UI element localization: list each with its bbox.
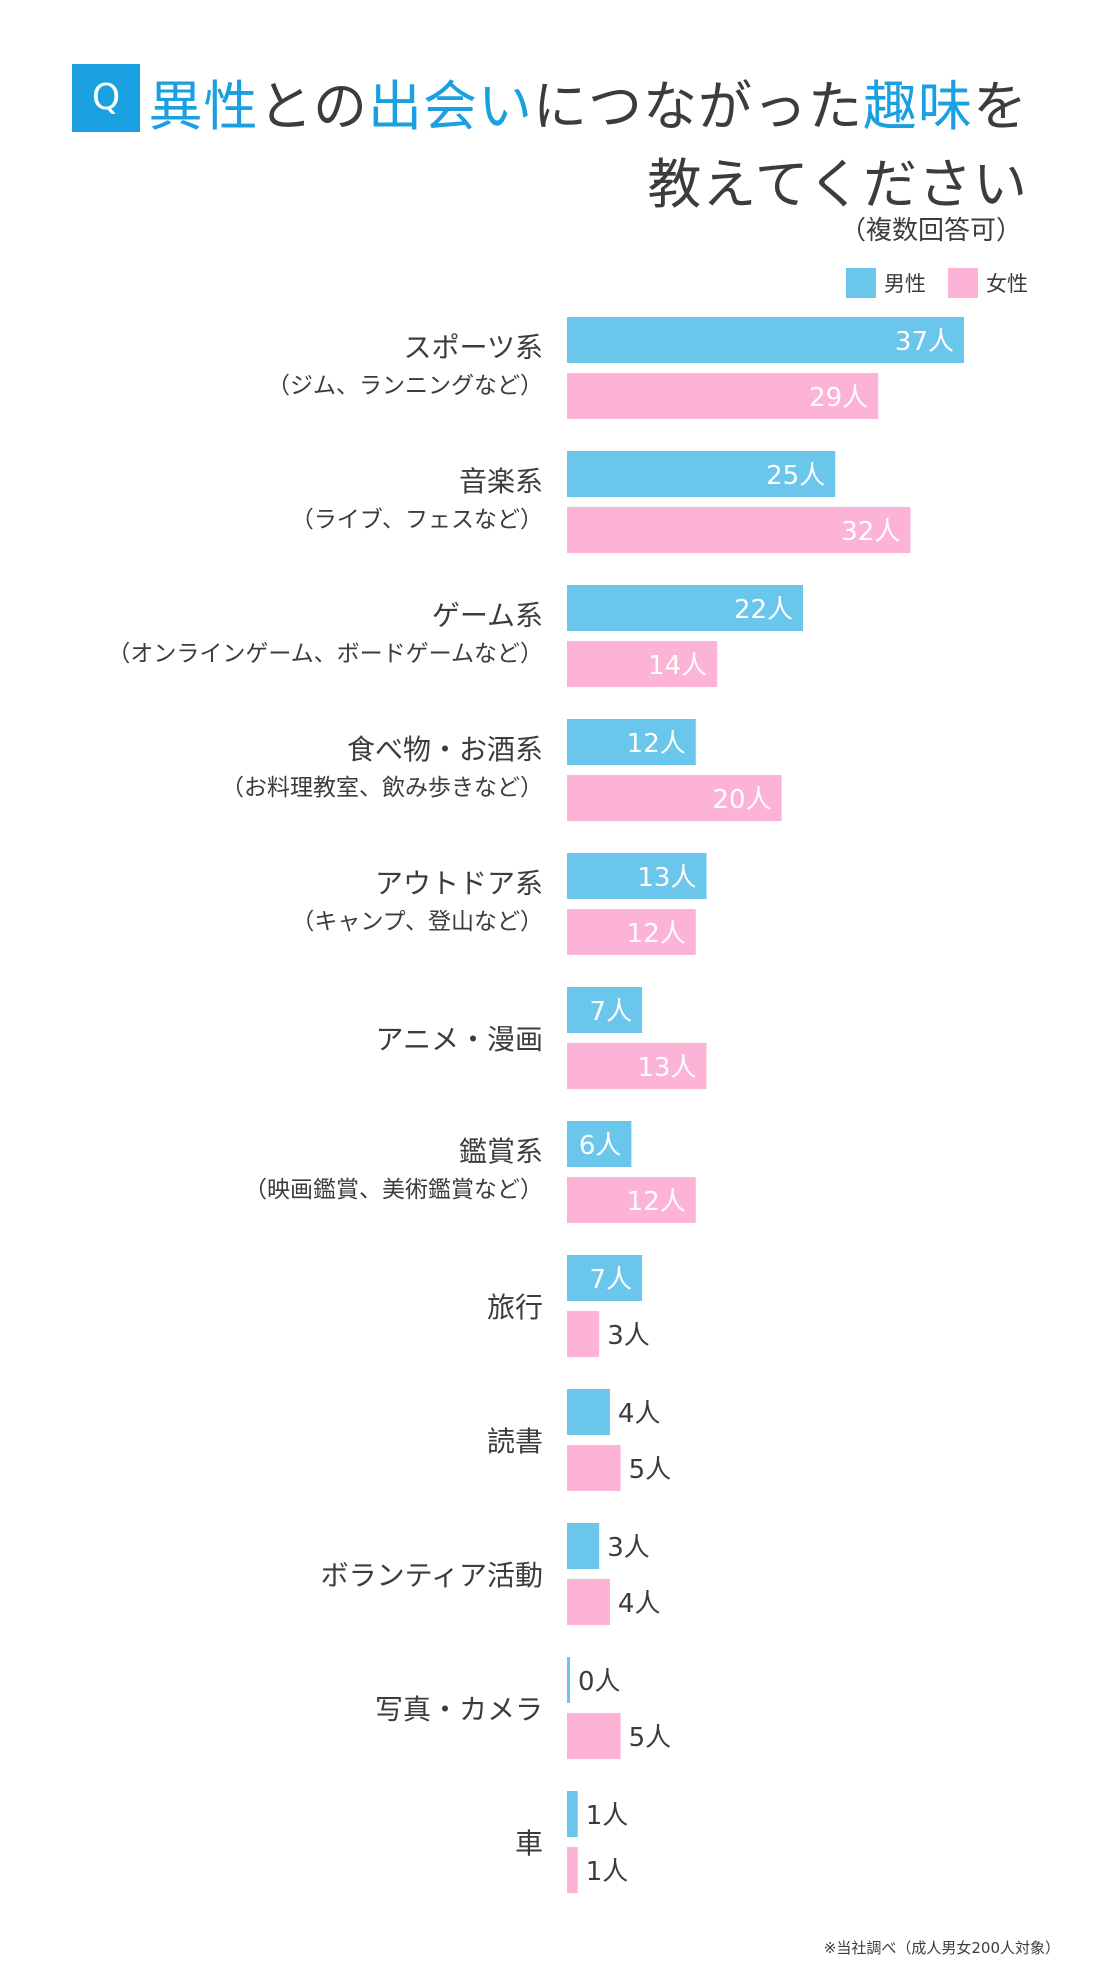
category-label: アウトドア系 <box>375 867 543 900</box>
category-sublabel: （ライブ、フェスなど） <box>291 507 543 533</box>
title-segment: 趣味 <box>863 75 973 138</box>
bar-female <box>567 373 879 419</box>
bar-male <box>567 719 696 765</box>
category-sublabel: （お料理教室、飲み歩きなど） <box>221 775 543 801</box>
bar-female <box>567 1445 621 1491</box>
category-label: 読書 <box>487 1425 543 1458</box>
data-label-male: 1人 <box>586 1801 629 1831</box>
bar-male <box>567 1791 578 1837</box>
data-label-female: 5人 <box>629 1723 672 1753</box>
category-sublabel: （ジム、ランニングなど） <box>267 373 543 399</box>
bar-female <box>567 1713 621 1759</box>
category-label: ゲーム系 <box>432 599 543 632</box>
bar-male <box>567 451 836 497</box>
category-sublabel: （キャンプ、登山など） <box>291 909 543 935</box>
question-badge: Q <box>72 64 140 132</box>
category-label: 食べ物・お酒系 <box>347 733 543 766</box>
category-sublabel: （映画鑑賞、美術鑑賞など） <box>244 1177 543 1203</box>
data-label-female: 20人 <box>713 785 772 815</box>
bar-female <box>567 641 718 687</box>
data-label-male: 25人 <box>766 461 825 491</box>
legend-item-female: 女性 <box>948 268 1028 298</box>
bar-female <box>567 1847 578 1893</box>
data-label-male: 12人 <box>627 729 686 759</box>
bar-male <box>567 585 804 631</box>
bar-male <box>567 317 964 363</box>
category-label: 旅行 <box>487 1291 543 1324</box>
bar-female <box>567 909 696 955</box>
bar-female <box>567 1579 610 1625</box>
title-segment: を <box>973 75 1028 138</box>
category-label: ボランティア活動 <box>321 1559 543 1592</box>
category-label: スポーツ系 <box>404 331 543 364</box>
bar-male <box>567 1121 632 1167</box>
data-label-male: 7人 <box>590 997 633 1027</box>
category-label: 音楽系 <box>459 465 543 498</box>
category-label: 写真・カメラ <box>375 1693 543 1726</box>
data-label-female: 32人 <box>841 517 900 547</box>
data-label-female: 1人 <box>586 1857 629 1887</box>
bar-female <box>567 507 911 553</box>
chart-legend: 男性 女性 <box>834 268 1028 298</box>
category-label: 車 <box>515 1827 543 1860</box>
data-label-female: 3人 <box>607 1321 650 1351</box>
chart-subtitle: （複数回答可） <box>839 216 1022 246</box>
bar-male <box>567 1657 570 1703</box>
legend-label-female: 女性 <box>986 272 1028 296</box>
bar-male <box>567 853 707 899</box>
data-label-female: 12人 <box>627 919 686 949</box>
bar-male <box>567 1255 643 1301</box>
legend-item-male: 男性 <box>846 268 926 298</box>
bar-male <box>567 987 643 1033</box>
legend-swatch-female <box>948 268 978 298</box>
title-segment: 異性 <box>148 75 259 138</box>
legend-label-male: 男性 <box>884 272 926 296</box>
title-segment: につながった <box>533 75 863 138</box>
footnote: ※当社調べ（成人男女200人対象） <box>823 1939 1060 1957</box>
data-label-female: 12人 <box>627 1187 686 1217</box>
data-label-female: 4人 <box>618 1589 661 1619</box>
bar-female <box>567 1043 707 1089</box>
data-label-male: 3人 <box>607 1533 650 1563</box>
bar-female <box>567 1177 696 1223</box>
chart-title-line1: 異性との出会いにつながった趣味を <box>149 62 1028 141</box>
legend-swatch-male <box>846 268 876 298</box>
bar-male <box>567 1523 600 1569</box>
data-label-male: 6人 <box>579 1131 622 1161</box>
data-label-male: 13人 <box>637 863 696 893</box>
bar-male <box>567 1389 610 1435</box>
bar-female <box>567 775 782 821</box>
data-label-female: 14人 <box>648 651 707 681</box>
category-label: アニメ・漫画 <box>376 1023 543 1056</box>
bar-female <box>567 1311 600 1357</box>
data-label-male: 37人 <box>895 327 954 357</box>
data-label-male: 4人 <box>618 1399 661 1429</box>
data-label-male: 22人 <box>734 595 793 625</box>
data-label-male: 0人 <box>578 1667 621 1697</box>
data-label-male: 7人 <box>590 1265 633 1295</box>
data-label-female: 13人 <box>637 1053 696 1083</box>
chart-title-line2: 教えてください <box>647 153 1028 216</box>
category-sublabel: （オンラインゲーム、ボードゲームなど） <box>107 641 543 667</box>
title-segment: 出会い <box>368 75 533 138</box>
data-label-female: 29人 <box>809 383 868 413</box>
category-label: 鑑賞系 <box>459 1135 543 1168</box>
data-label-female: 5人 <box>629 1455 672 1485</box>
title-segment: との <box>258 75 368 138</box>
